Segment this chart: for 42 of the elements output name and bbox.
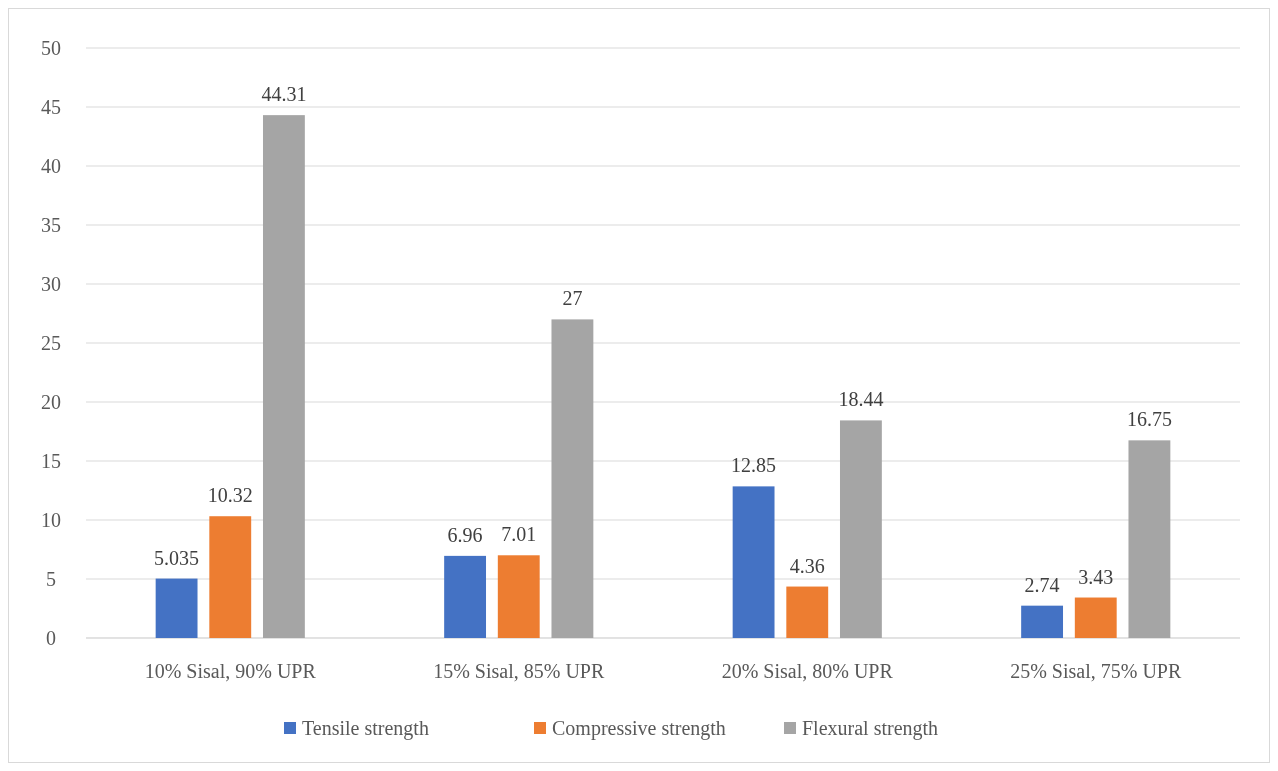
x-tick-label: 15% Sisal, 85% UPR xyxy=(433,660,605,682)
data-label: 12.85 xyxy=(731,454,777,477)
y-tick-label: 5 xyxy=(46,568,56,590)
bar xyxy=(839,420,882,638)
y-tick-label: 20 xyxy=(41,391,61,413)
legend-label: Compressive strength xyxy=(552,717,726,740)
data-label: 3.43 xyxy=(1078,565,1114,588)
bar xyxy=(209,516,252,638)
bar xyxy=(551,319,594,638)
data-label: 2.74 xyxy=(1024,573,1060,596)
bar xyxy=(1074,597,1117,638)
bar xyxy=(786,586,829,638)
y-tick-label: 10 xyxy=(41,509,61,531)
x-tick-label: 25% Sisal, 75% UPR xyxy=(1010,660,1182,682)
bar xyxy=(497,555,540,638)
y-tick-label: 35 xyxy=(41,214,61,236)
data-label: 7.01 xyxy=(501,523,537,546)
data-label: 4.36 xyxy=(789,554,825,577)
data-label: 27 xyxy=(562,287,583,310)
data-label: 16.75 xyxy=(1126,408,1172,431)
x-tick-label: 20% Sisal, 80% UPR xyxy=(721,660,894,682)
data-label: 5.035 xyxy=(154,546,200,569)
y-tick-label: 30 xyxy=(41,273,61,295)
legend-label: Tensile strength xyxy=(302,717,429,740)
y-tick-label: 45 xyxy=(41,96,61,118)
bar xyxy=(155,578,198,638)
y-tick-label: 50 xyxy=(41,37,61,59)
x-tick-label: 10% Sisal, 90% UPR xyxy=(144,660,317,682)
bar xyxy=(1021,605,1064,638)
data-label: 18.44 xyxy=(838,388,884,411)
data-label: 44.31 xyxy=(261,83,307,106)
y-tick-label: 40 xyxy=(41,155,61,177)
bar xyxy=(1128,440,1171,638)
y-tick-label: 0 xyxy=(46,627,56,649)
y-tick-label: 15 xyxy=(41,450,61,472)
data-label: 6.96 xyxy=(447,523,483,546)
legend-label: Flexural strength xyxy=(802,717,939,740)
y-tick-label: 25 xyxy=(41,332,61,354)
bar xyxy=(732,486,775,638)
bar xyxy=(444,555,487,638)
bar xyxy=(262,115,305,638)
data-label: 10.32 xyxy=(207,484,253,507)
